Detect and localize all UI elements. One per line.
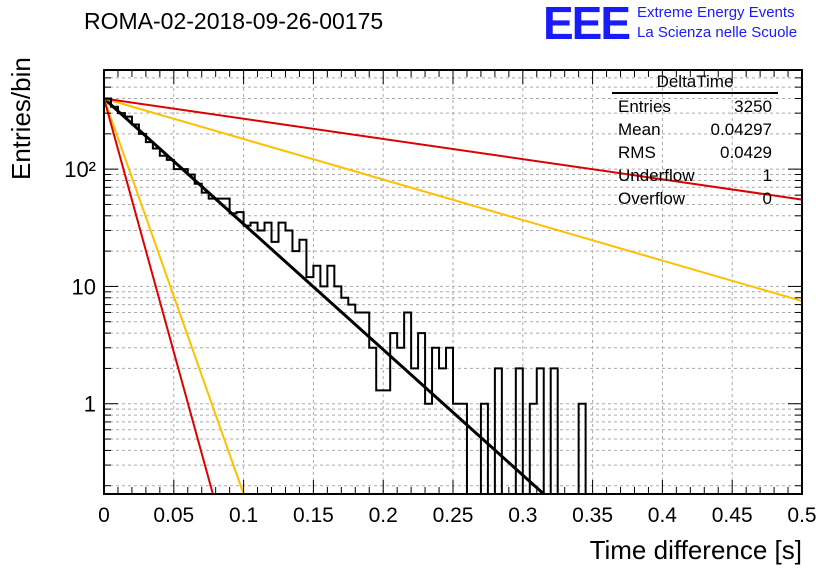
stats-label: Mean [618,120,661,139]
fit-line [103,97,803,201]
stats-value: 1 [762,166,772,185]
axis-ticks [103,69,803,494]
x-tick-label: 0.5 [787,504,816,527]
stats-label: Underflow [618,166,695,185]
stats-row-overflow: Overflow 0 [612,187,778,210]
stats-title: DeltaTime [612,72,778,94]
x-tick-label: 0.05 [153,504,194,527]
x-axis-label: Time difference [s] [589,535,802,565]
x-tick-label: 0 [98,504,110,527]
x-tick-label: 0.25 [433,504,474,527]
tick-labels: 0 0.05 0.1 0.15 0.2 0.25 0.3 0.35 0.4 0.45 0.51101… [64,157,816,527]
stats-value: 0.04297 [710,120,772,139]
x-tick-label: 0.4 [648,504,678,527]
stats-value: 0 [762,189,772,208]
fit-line [103,98,245,495]
x-tick-label: 0.3 [508,504,537,527]
y-axis-label: Entries/bin [6,57,36,180]
stats-row-mean: Mean 0.04297 [612,118,778,141]
stats-label: Overflow [618,189,686,208]
logo-line-1: Extreme Energy Events [637,4,795,21]
y-tick-label: 1 [84,392,96,417]
eee-logo: EEE [543,0,631,49]
x-tick-label: 0.15 [293,504,334,527]
stats-row-underflow: Underflow 1 [612,164,778,187]
stats-row-rms: RMS 0.0429 [612,141,778,164]
stats-row-entries: Entries 3250 [612,95,778,118]
histogram-bin [577,402,587,494]
stats-label: Entries [618,97,671,116]
fit-lines [102,97,803,496]
stats-value: 0.0429 [720,143,772,162]
fit-line [103,97,803,303]
fit-line [103,98,214,495]
x-tick-label: 0.2 [369,504,398,527]
run-title: ROMA-02-2018-09-26-00175 [84,8,384,34]
fit-line [102,97,545,496]
logo-line-2: La Scienza nelle Scuole [637,24,798,41]
stats-box: DeltaTime Entries 3250 Mean 0.04297 RMS … [612,72,778,210]
x-tick-label: 0.45 [712,504,753,527]
y-tick-label: 10² [64,157,96,182]
stats-value: 3250 [734,97,772,116]
x-tick-label: 0.1 [229,504,258,527]
x-tick-label: 0.35 [572,504,613,527]
stats-label: RMS [618,143,656,162]
y-tick-label: 10 [72,274,96,299]
